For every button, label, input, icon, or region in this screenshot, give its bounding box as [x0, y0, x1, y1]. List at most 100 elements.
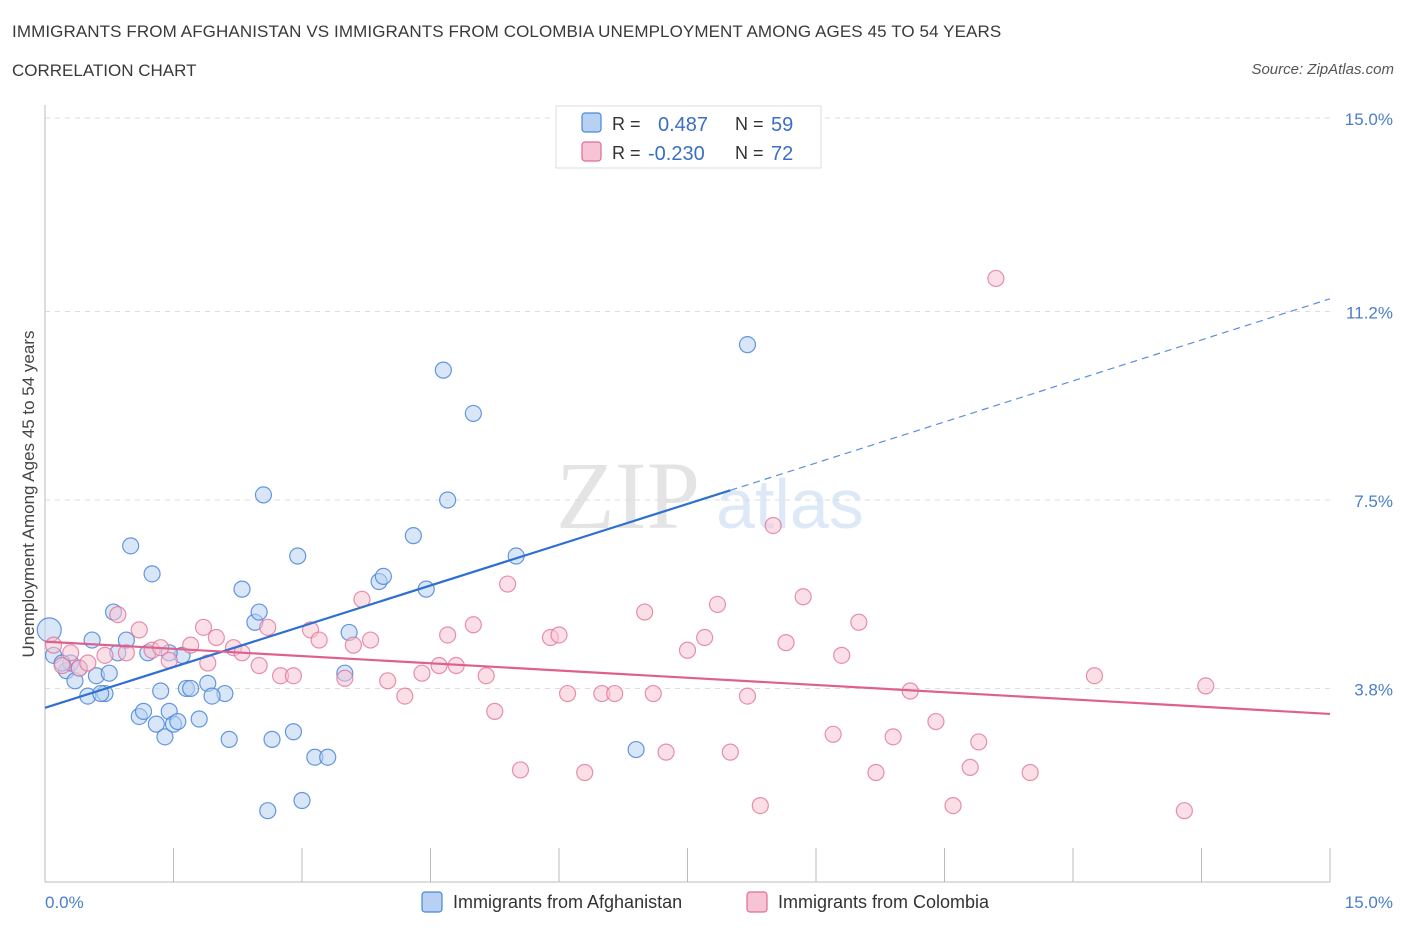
colombia-point-42: [576, 763, 594, 782]
colombia-point-66: [970, 733, 988, 751]
colombia-point-71: [1197, 677, 1215, 695]
legend-r-label-2: R =: [612, 143, 641, 163]
afghanistan-point-39: [319, 748, 337, 766]
afghanistan-point-10: [100, 664, 118, 682]
colombia-point-7: [117, 644, 135, 662]
colombia-point-41: [558, 684, 577, 703]
colombia-point-36: [486, 702, 504, 720]
colombia-point-54: [764, 516, 782, 535]
legend-swatch-afghanistan: [581, 112, 602, 133]
colombia-point-30: [413, 664, 431, 682]
legend-bottom-swatch-colombia: [746, 891, 768, 913]
afghanistan-point-54: [203, 687, 221, 705]
colombia-point-51: [721, 743, 739, 761]
legend-bottom: Immigrants from Afghanistan Immigrants f…: [421, 891, 990, 913]
legend-r-value-2: -0.230: [648, 143, 705, 165]
tick-labels: 3.8% 7.5% 11.2% 15.0% 0.0% 15.0%: [45, 110, 1393, 912]
colombia-point-34: [464, 616, 482, 634]
legend-top: R = 0.487 N = 59 R = -0.230 N = 72: [555, 105, 822, 169]
colombia-point-48: [678, 641, 697, 659]
colombia-point-21: [284, 667, 303, 685]
watermark-atlas: atlas: [716, 465, 864, 543]
chart-title: IMMIGRANTS FROM AFGHANISTAN VS IMMIGRANT…: [12, 22, 1002, 41]
colombia-point-4: [79, 654, 97, 672]
colombia-point-15: [207, 628, 225, 647]
afghanistan-point-35: [284, 723, 303, 741]
colombia-point-14: [199, 654, 217, 672]
watermark: ZIP atlas: [556, 442, 864, 549]
colombia-point-8: [130, 621, 148, 639]
colombia-point-23: [310, 631, 328, 649]
afghanistan-point-20: [152, 682, 170, 700]
afghanistan-point-31: [250, 603, 268, 621]
colombia-point-63: [927, 712, 945, 731]
colombia-point-45: [636, 603, 654, 621]
y-tick-label-3: 15.0%: [1345, 110, 1393, 129]
colombia-point-64: [944, 796, 962, 815]
colombia-point-37: [499, 575, 517, 593]
y-tick-label-0: 3.8%: [1354, 680, 1393, 699]
trend-lines: [44, 298, 1331, 716]
colombia-point-25: [344, 636, 362, 654]
afghanistan-point-47: [439, 491, 457, 509]
colombia-point-32: [439, 626, 457, 644]
colombia-point-24: [336, 669, 354, 687]
afghanistan-points: [36, 336, 757, 820]
colombia-trend-line: [44, 640, 1331, 716]
legend-n-label-1: N =: [735, 114, 764, 134]
colombia-point-13: [194, 618, 213, 636]
afghanistan-point-18: [143, 565, 161, 583]
axes: [44, 105, 1331, 883]
colombia-point-1: [53, 656, 71, 675]
afghanistan-point-36: [289, 547, 307, 565]
legend-swatch-colombia: [581, 141, 602, 162]
colombia-point-38: [511, 761, 530, 779]
colombia-point-70: [1175, 802, 1193, 820]
colombia-point-5: [96, 646, 114, 664]
colombia-point-65: [961, 758, 979, 777]
afghanistan-point-16: [134, 702, 153, 720]
colombia-point-0: [44, 636, 63, 654]
afghanistan-point-34: [263, 730, 281, 748]
afghanistan-point-55: [190, 710, 208, 728]
colombia-point-52: [738, 687, 757, 705]
colombia-point-28: [379, 672, 397, 690]
colombia-point-58: [833, 646, 851, 664]
colombia-point-19: [259, 618, 277, 636]
colombia-point-69: [1085, 667, 1104, 685]
afghanistan-point-14: [122, 537, 140, 555]
afghanistan-point-37: [293, 791, 311, 810]
watermark-zip: ZIP: [556, 442, 700, 549]
x-tick-label-0: 0.0%: [45, 893, 84, 912]
colombia-point-44: [606, 684, 624, 703]
colombia-point-60: [867, 763, 885, 782]
afghanistan-point-32: [254, 486, 273, 504]
afghanistan-point-28: [220, 730, 238, 748]
legend-bottom-label-colombia: Immigrants from Colombia: [778, 892, 990, 912]
colombia-point-56: [794, 588, 812, 606]
afghanistan-point-21: [156, 728, 174, 746]
afghanistan-point-48: [464, 404, 482, 423]
colombia-point-55: [777, 634, 795, 652]
afghanistan-point-7: [83, 631, 101, 649]
legend-r-value-1: 0.487: [658, 114, 708, 136]
colombia-point-57: [824, 725, 842, 743]
colombia-point-53: [751, 796, 769, 815]
colombia-point-67: [987, 269, 1005, 288]
colombia-point-59: [850, 613, 868, 631]
afghanistan-point-46: [434, 361, 452, 379]
colombia-point-31: [430, 656, 448, 675]
afghanistan-point-44: [404, 527, 422, 545]
colombia-point-2: [62, 644, 80, 662]
grid-lines: [45, 117, 1330, 689]
colombia-point-40: [550, 626, 568, 644]
afghanistan-point-24: [169, 712, 187, 731]
y-tick-label-1: 7.5%: [1354, 492, 1393, 511]
afghanistan-point-29: [233, 580, 251, 598]
y-tick-label-2: 11.2%: [1346, 304, 1393, 323]
afghanistan-trend-line: [44, 489, 731, 709]
legend-bottom-label-afghanistan: Immigrants from Afghanistan: [453, 892, 682, 912]
x-tick-label-1: 15.0%: [1345, 893, 1393, 912]
colombia-point-35: [477, 667, 495, 685]
